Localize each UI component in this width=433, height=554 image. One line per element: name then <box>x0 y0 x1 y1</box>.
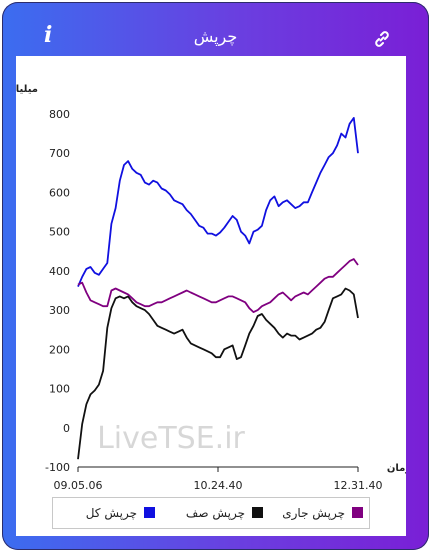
page-title: چرپش <box>193 27 238 46</box>
legend-label-total: چرپش کل <box>85 506 137 520</box>
series-line-current <box>77 258 359 314</box>
legend-item-current[interactable]: چرپش جاری <box>271 506 363 520</box>
chart-card: LiveTSE.ir میلیارد تومان زمان -100 0 100 20… <box>0 56 411 536</box>
y-tick-label: 800 <box>49 108 70 121</box>
y-tick-label: 300 <box>49 304 70 317</box>
y-axis: -100 0 100 200 300 400 500 600 700 800 <box>45 108 70 474</box>
y-tick-label: 500 <box>49 226 70 239</box>
x-axis: 09.05.06 10.24.40 12.31.40 <box>54 466 383 492</box>
legend-swatch-current <box>352 507 363 518</box>
legend-item-queue[interactable]: چرپش صف <box>171 506 263 520</box>
legend-label-queue: چرپش صف <box>185 506 245 520</box>
y-tick-label: -100 <box>45 461 70 474</box>
y-axis-title: میلیارد تومان <box>16 84 38 95</box>
series-line-queue <box>77 287 359 460</box>
chart-legend: چرپش کل چرپش صف چرپش جاری <box>52 497 370 529</box>
x-axis-title: زمان <box>387 463 406 474</box>
x-tick-label: 10.24.40 <box>194 479 243 492</box>
info-icon[interactable]: i <box>44 22 53 48</box>
x-tick-label: 09.05.06 <box>54 479 103 492</box>
y-tick-label: 700 <box>49 147 70 160</box>
series-line-total <box>77 117 359 287</box>
legend-label-current: چرپش جاری <box>282 506 345 520</box>
legend-swatch-total <box>144 507 155 518</box>
legend-swatch-queue <box>252 507 263 518</box>
y-tick-label: 100 <box>49 383 70 396</box>
x-tick-label: 12.31.40 <box>334 479 383 492</box>
legend-item-total[interactable]: چرپش کل <box>63 506 155 520</box>
series-group <box>77 117 359 460</box>
watermark-text: LiveTSE.ir <box>97 421 245 456</box>
y-tick-label: 0 <box>63 422 70 435</box>
line-chart: LiveTSE.ir میلیارد تومان زمان -100 0 100 20… <box>0 84 411 492</box>
y-tick-label: 400 <box>49 265 70 278</box>
y-tick-label: 600 <box>49 186 70 199</box>
y-tick-label: 200 <box>49 343 70 356</box>
link-icon[interactable] <box>372 29 392 49</box>
header-bar: i چرپش <box>2 2 429 58</box>
